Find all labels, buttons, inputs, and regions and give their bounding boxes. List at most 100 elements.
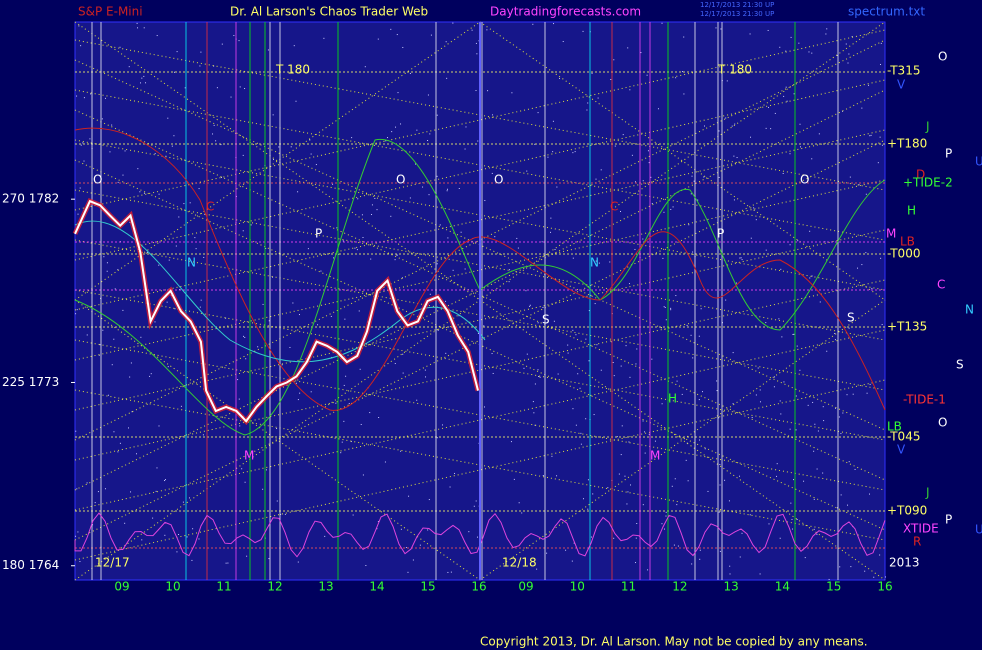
right-label: M: [886, 227, 896, 241]
star: [362, 474, 364, 476]
star: [103, 256, 105, 258]
star: [86, 334, 88, 336]
star: [816, 468, 818, 470]
star: [770, 128, 772, 130]
star: [430, 34, 432, 36]
star: [75, 313, 77, 315]
star: [320, 270, 322, 272]
star: [365, 565, 367, 567]
star: [741, 259, 743, 261]
star: [370, 258, 372, 260]
star: [350, 441, 352, 443]
star: [547, 156, 549, 158]
chart-label: P: [717, 227, 724, 241]
star: [517, 247, 519, 249]
star: [848, 327, 850, 329]
star: [371, 204, 373, 206]
star: [861, 264, 863, 266]
star: [700, 308, 702, 310]
star: [731, 125, 733, 127]
star: [735, 282, 737, 284]
star: [359, 368, 361, 370]
star: [665, 511, 667, 513]
star: [402, 353, 404, 355]
star: [728, 500, 730, 502]
star: [76, 95, 78, 97]
chart-label: H: [668, 392, 677, 406]
star: [597, 97, 599, 99]
star: [640, 52, 642, 54]
star: [131, 411, 133, 413]
star: [657, 108, 659, 110]
star: [583, 498, 585, 500]
star: [200, 51, 202, 53]
star: [352, 514, 354, 516]
star: [834, 333, 836, 335]
star: [635, 562, 637, 564]
star: [868, 84, 870, 86]
star: [202, 434, 204, 436]
star: [143, 192, 145, 194]
star: [609, 261, 611, 263]
star: [572, 257, 574, 259]
chart-label: T 180: [717, 63, 752, 77]
star: [751, 416, 753, 418]
star: [826, 28, 828, 30]
star: [732, 352, 734, 354]
star: [828, 578, 830, 580]
star: [701, 391, 703, 393]
star: [171, 145, 173, 147]
star: [195, 248, 197, 250]
star: [644, 431, 646, 433]
star: [441, 424, 443, 426]
star: [732, 403, 734, 405]
star: [741, 532, 743, 534]
star: [239, 425, 241, 427]
star: [416, 399, 418, 401]
star: [143, 75, 145, 77]
star: [720, 28, 722, 30]
star: [542, 306, 544, 308]
star: [724, 479, 726, 481]
right-label: P: [945, 147, 952, 161]
star: [89, 138, 91, 140]
star: [869, 135, 871, 137]
star: [631, 154, 633, 156]
star: [351, 137, 353, 139]
star: [164, 479, 166, 481]
right-label: J: [925, 486, 930, 500]
star: [546, 552, 548, 554]
star: [290, 146, 292, 148]
star: [725, 299, 727, 301]
star: [864, 570, 866, 572]
star: [428, 194, 430, 196]
star: [111, 364, 113, 366]
star: [647, 569, 649, 571]
star: [529, 304, 531, 306]
star: [450, 571, 452, 573]
star: [753, 207, 755, 209]
star: [571, 560, 573, 562]
star: [90, 93, 92, 95]
star: [460, 231, 462, 233]
star: [184, 87, 186, 89]
star: [200, 299, 202, 301]
star: [825, 33, 827, 35]
star: [130, 491, 132, 493]
star: [191, 559, 193, 561]
star: [634, 248, 636, 250]
star: [797, 240, 799, 242]
star: [716, 380, 718, 382]
star: [790, 36, 792, 38]
star: [848, 461, 850, 463]
chart-label: N: [590, 256, 599, 270]
right-label: H: [907, 204, 916, 218]
star: [317, 324, 319, 326]
star: [646, 74, 648, 76]
star: [534, 143, 536, 145]
star: [588, 360, 590, 362]
star: [586, 109, 588, 111]
star: [785, 86, 787, 88]
star: [562, 41, 564, 43]
star: [348, 403, 350, 405]
